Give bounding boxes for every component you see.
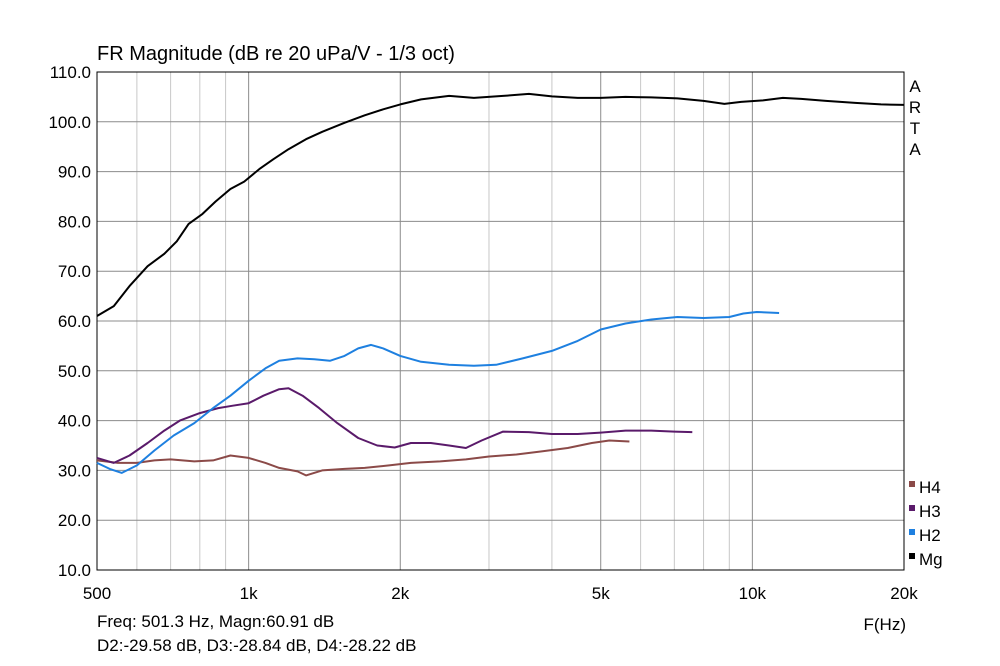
y-tick-label: 100.0 [48, 113, 91, 132]
series-line-mg [96, 92, 905, 317]
y-tick-label: 60.0 [58, 312, 91, 331]
x-tick-label: 10k [739, 584, 767, 603]
legend-swatch-h2 [909, 529, 915, 535]
watermark-letter: A [909, 140, 921, 159]
x-axis-label: F(Hz) [864, 615, 906, 634]
x-tick-labels: 500 1k 2k 5k 10k 20k [83, 584, 918, 603]
legend-label-mg: Mg [919, 550, 943, 569]
y-tick-label: 20.0 [58, 511, 91, 530]
legend-swatch-mg [909, 553, 915, 559]
legend-label-h4: H4 [919, 478, 941, 497]
y-tick-label: 40.0 [58, 412, 91, 431]
legend-label-h2: H2 [919, 526, 941, 545]
legend-swatch-h3 [909, 505, 915, 511]
y-tick-label: 80.0 [58, 212, 91, 231]
y-tick-label: 30.0 [58, 461, 91, 480]
plot-frame [96, 71, 905, 571]
chart-title: FR Magnitude (dB re 20 uPa/V - 1/3 oct) [97, 43, 455, 65]
series-line-h4 [96, 439, 630, 477]
major-grid [97, 72, 904, 570]
y-tick-label: 10.0 [58, 561, 91, 580]
series-layer [96, 92, 905, 477]
watermark-letter: T [910, 119, 920, 138]
y-tick-label: 50.0 [58, 362, 91, 381]
x-tick-label: 2k [391, 584, 409, 603]
legend-swatch-h4 [909, 481, 915, 487]
legend: H4 H3 H2 Mg [909, 478, 943, 569]
y-tick-label: 110.0 [50, 63, 91, 82]
cursor-readout-line-2: D2:-29.58 dB, D3:-28.84 dB, D4:-28.22 dB [97, 636, 417, 655]
x-tick-label: 1k [240, 584, 258, 603]
series-line-h2 [96, 311, 780, 474]
x-tick-label: 5k [592, 584, 610, 603]
watermark-letter: R [909, 98, 921, 117]
cursor-readout-line-1: Freq: 501.3 Hz, Magn:60.91 dB [97, 612, 335, 631]
legend-label-h3: H3 [919, 502, 941, 521]
watermark-letter: A [909, 77, 921, 96]
x-tick-label: 500 [83, 584, 111, 603]
y-tick-label: 70.0 [58, 262, 91, 281]
y-tick-labels: 110.0 100.0 90.0 80.0 70.0 60.0 50.0 40.0 30.0 20… [48, 63, 91, 580]
y-tick-label: 90.0 [58, 163, 91, 182]
series-line-h3 [96, 387, 693, 464]
x-tick-label: 20k [890, 584, 918, 603]
